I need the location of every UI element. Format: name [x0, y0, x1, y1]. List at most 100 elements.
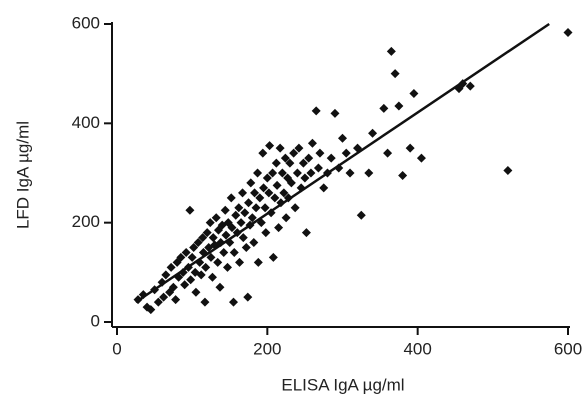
point [394, 101, 404, 111]
point [251, 203, 261, 213]
point [338, 133, 347, 143]
point [231, 210, 241, 220]
y-tick-label: 600 [72, 13, 100, 32]
point [261, 228, 271, 238]
point [503, 166, 513, 176]
point [315, 148, 325, 158]
point [304, 153, 314, 163]
point [236, 218, 246, 228]
y-tick-label: 200 [72, 212, 100, 231]
point [205, 218, 215, 228]
point [290, 203, 300, 213]
point [198, 233, 208, 243]
point [398, 170, 408, 180]
point [259, 183, 269, 193]
point [196, 270, 206, 280]
point [146, 305, 156, 315]
x-tick-label: 200 [253, 339, 281, 358]
point [166, 262, 176, 272]
point [281, 213, 291, 223]
point [181, 247, 191, 257]
point [345, 168, 355, 178]
point [364, 168, 374, 178]
point [294, 143, 304, 153]
point [280, 153, 290, 163]
point [307, 138, 317, 148]
point [390, 69, 400, 79]
point [229, 297, 239, 307]
point [272, 180, 282, 190]
point [356, 210, 366, 220]
point [253, 257, 263, 267]
point [268, 252, 278, 262]
x-tick-label: 400 [403, 339, 431, 358]
point [180, 280, 190, 290]
point [171, 295, 181, 305]
point [409, 89, 419, 99]
point [285, 158, 295, 168]
point [241, 243, 251, 252]
point [300, 173, 310, 183]
point [246, 178, 256, 188]
point [301, 228, 311, 238]
point [264, 188, 274, 198]
point [292, 168, 302, 178]
point [200, 297, 210, 307]
point [260, 203, 270, 213]
x-tick-label: 0 [112, 339, 121, 358]
y-tick-label: 0 [91, 311, 100, 330]
point [240, 208, 250, 218]
point [185, 205, 195, 215]
point [211, 213, 221, 223]
point [213, 257, 223, 267]
point [207, 272, 217, 282]
point [159, 292, 169, 302]
point [189, 243, 199, 252]
point [289, 148, 299, 158]
point [298, 158, 308, 168]
point [250, 188, 260, 198]
point [386, 46, 396, 56]
point [306, 168, 316, 178]
point [186, 275, 196, 285]
point [198, 247, 208, 257]
point [271, 158, 281, 168]
point [416, 153, 426, 163]
point [235, 257, 245, 267]
point [222, 262, 232, 272]
point [368, 128, 378, 138]
point [379, 103, 389, 113]
point [234, 203, 244, 213]
point [187, 252, 197, 262]
point [255, 193, 265, 203]
point [176, 252, 186, 262]
point [258, 148, 268, 158]
point [270, 193, 280, 203]
point [405, 143, 415, 153]
point [238, 233, 248, 243]
point [215, 282, 225, 292]
point [277, 168, 287, 178]
point [226, 193, 236, 203]
point [227, 223, 237, 233]
point [221, 230, 231, 240]
fit-line [135, 22, 550, 304]
point [247, 213, 257, 223]
point [253, 168, 263, 178]
point [208, 233, 218, 243]
point [220, 205, 230, 215]
point [465, 81, 475, 91]
point [311, 106, 321, 116]
point [238, 188, 248, 198]
point [262, 173, 272, 183]
point [243, 292, 253, 302]
point [330, 108, 340, 118]
point [383, 148, 393, 158]
x-tick-label: 600 [554, 339, 582, 358]
y-tick-label: 400 [72, 113, 100, 132]
y-axis-title: LFD IgA µg/ml [13, 121, 32, 229]
point [275, 143, 285, 153]
point [229, 247, 239, 257]
